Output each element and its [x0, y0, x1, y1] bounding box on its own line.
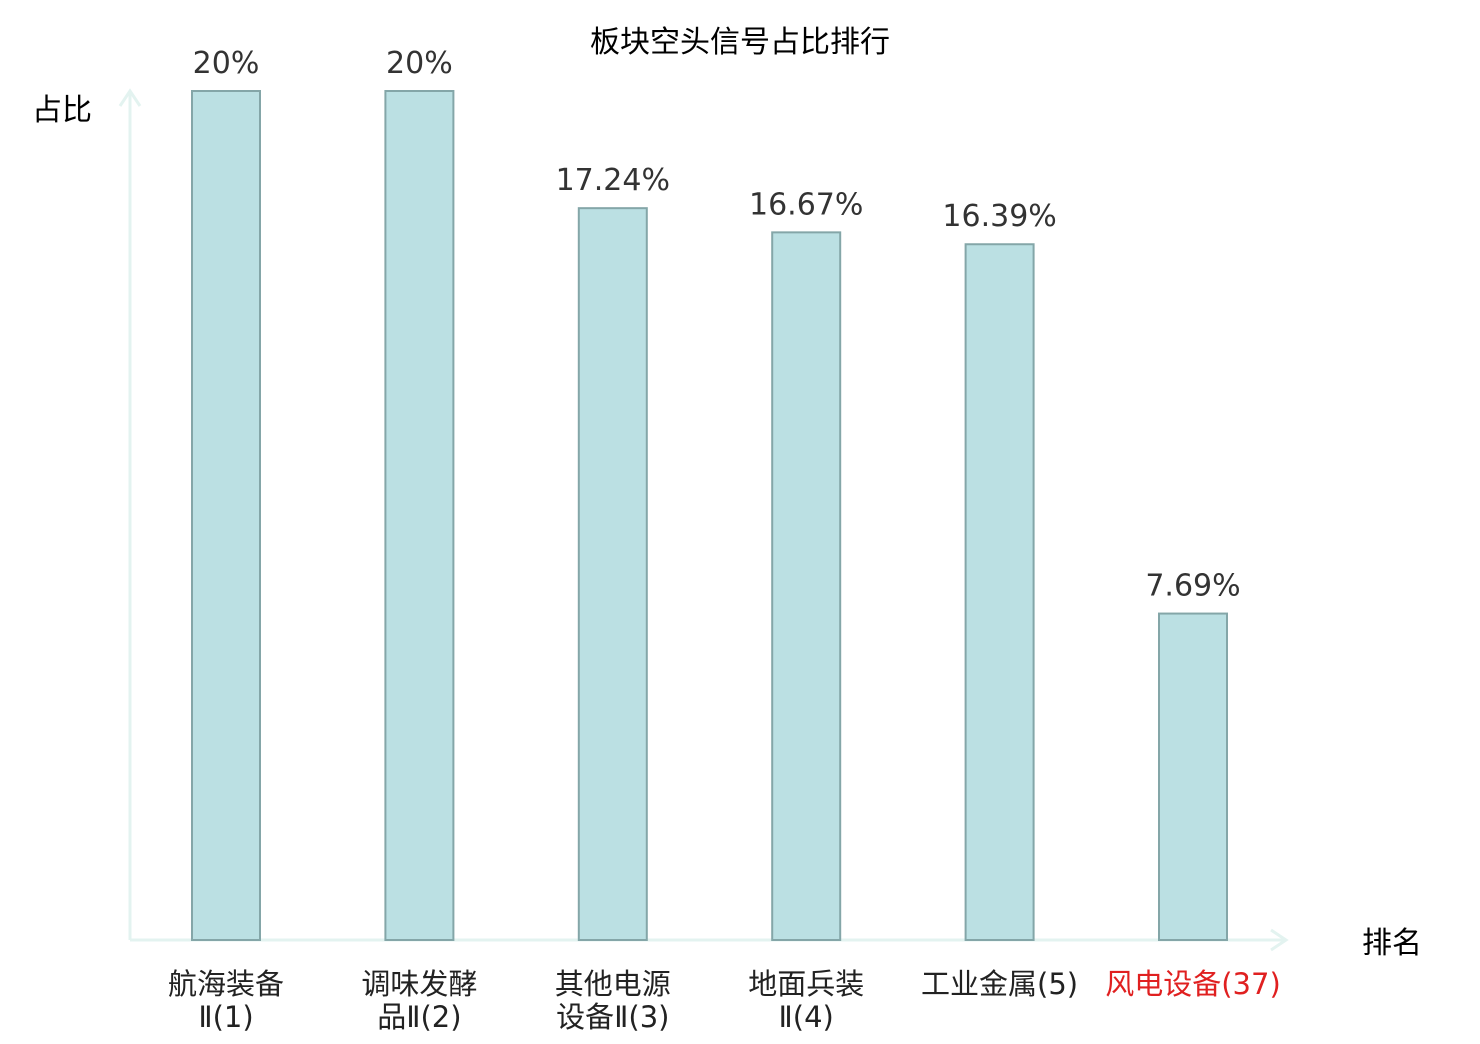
bar-value-label: 20%: [193, 46, 260, 81]
bars-group: [191, 90, 1228, 942]
x-tick-label: 地面兵装: [748, 967, 864, 1001]
x-tick-label: 工业金属(5): [921, 967, 1078, 1001]
x-axis-label: 排名: [1362, 926, 1422, 961]
value-labels-group: 20% 20% 17.24% 16.67% 16.39% 7.69%: [193, 46, 1241, 604]
bar: [964, 243, 1035, 941]
x-axis-arrow: [1270, 928, 1289, 952]
bar: [384, 90, 455, 941]
x-tick-label: 其他电源: [555, 967, 671, 1001]
x-tick-label: 设备Ⅱ(3): [556, 1000, 669, 1034]
bar: [577, 207, 648, 942]
chart-title: 板块空头信号占比排行: [590, 25, 890, 60]
bar: [1158, 612, 1228, 941]
bar: [771, 231, 842, 941]
y-axis-label: 占比: [32, 93, 92, 128]
axes: [118, 88, 1289, 952]
x-tick-label: Ⅱ(4): [779, 1000, 834, 1034]
bar-value-label: 16.39%: [942, 199, 1056, 234]
bar-value-label: 7.69%: [1145, 569, 1240, 604]
bar-value-label: 16.67%: [749, 187, 863, 222]
x-tick-label: Ⅱ(1): [198, 1000, 253, 1034]
x-tick-label: 调味发酵: [361, 967, 477, 1001]
y-axis-arrow: [118, 88, 142, 107]
bar-value-label: 20%: [386, 46, 453, 81]
x-tick-label: 航海装备: [168, 967, 284, 1001]
bar-value-label: 17.24%: [556, 163, 670, 198]
bar: [191, 90, 261, 941]
x-tick-label: 风电设备(37): [1105, 967, 1281, 1001]
x-tick-label: 品Ⅱ(2): [377, 1000, 461, 1034]
